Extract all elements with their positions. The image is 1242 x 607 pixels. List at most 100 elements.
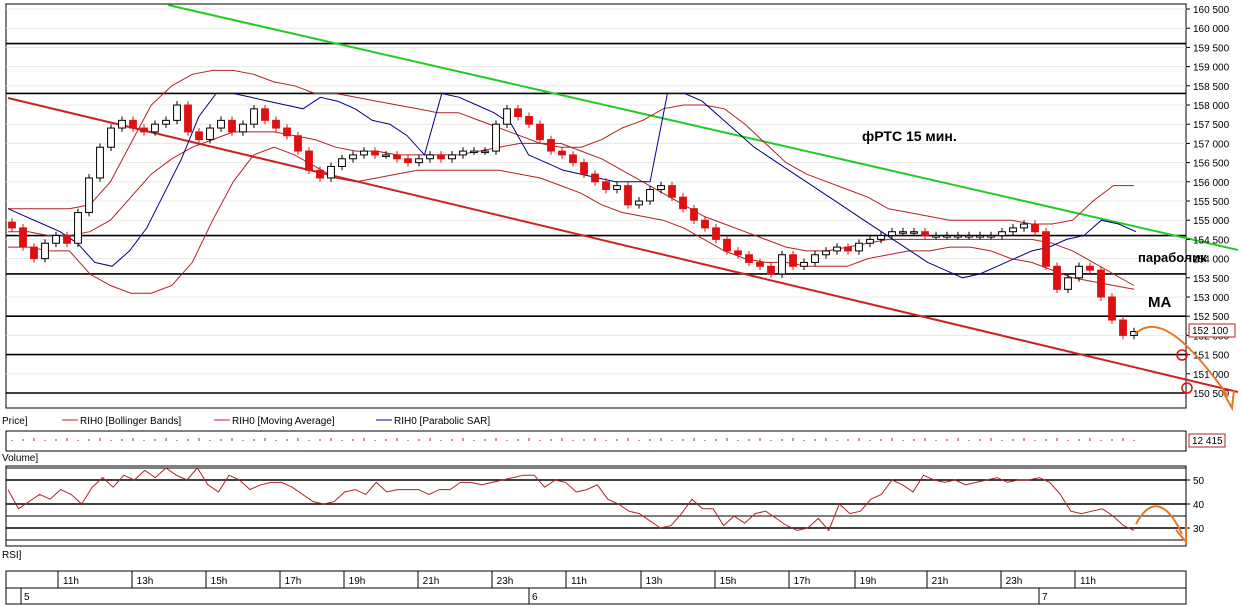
- parabolic-sar-polyline: [7, 92, 1137, 279]
- candle: [723, 235, 731, 255]
- candle: [250, 105, 258, 129]
- red-trendline: [7, 97, 1239, 393]
- rsi-axis-ticks: 50 40 30: [1186, 476, 1205, 535]
- rsi-panel-label: RSI]: [2, 550, 22, 561]
- candle: [569, 151, 577, 167]
- candle: [162, 116, 170, 129]
- price-tick-label: 156 500: [1193, 159, 1230, 170]
- candle-body: [877, 235, 885, 240]
- price-tick-label: 153 500: [1193, 274, 1230, 285]
- time-tick-label: 19h: [349, 576, 366, 587]
- candle: [173, 101, 181, 125]
- volume-last-value: 12 415: [1192, 436, 1223, 447]
- candle-body: [910, 231, 918, 234]
- candle-body: [437, 154, 445, 160]
- candle: [503, 105, 511, 129]
- candle: [822, 247, 830, 259]
- candle-body: [228, 119, 236, 133]
- candle-body: [107, 127, 115, 148]
- time-tick-label: 21h: [932, 576, 949, 587]
- candle-body: [844, 246, 852, 252]
- legend-ma: RIH0 [Moving Average]: [232, 416, 335, 427]
- price-tick-label: 156 000: [1193, 178, 1230, 189]
- candle: [1108, 293, 1116, 324]
- candle: [470, 147, 478, 155]
- candle: [646, 185, 654, 205]
- candle-body: [525, 116, 533, 125]
- candle-body: [129, 119, 137, 129]
- candle: [63, 231, 71, 248]
- candle-body: [580, 162, 588, 175]
- candle: [30, 243, 38, 263]
- candle-body: [569, 154, 577, 164]
- day-label: 5: [24, 592, 30, 603]
- candle: [690, 204, 698, 225]
- candle-body: [1064, 277, 1072, 290]
- candle: [987, 231, 995, 240]
- rsi-tick-label: 30: [1193, 524, 1205, 535]
- candle: [1064, 273, 1072, 294]
- candle: [657, 181, 665, 194]
- candle: [448, 151, 456, 163]
- candle-body: [536, 123, 544, 141]
- candle-body: [1075, 265, 1083, 279]
- candle: [19, 224, 27, 251]
- candle: [52, 231, 60, 248]
- candle: [349, 151, 357, 163]
- candle-body: [305, 150, 313, 171]
- candle-body: [965, 235, 973, 238]
- candle: [393, 151, 401, 163]
- candle-body: [492, 123, 500, 152]
- candle: [624, 181, 632, 209]
- candle: [459, 147, 467, 159]
- candle-body: [811, 254, 819, 263]
- forecast-arrow-price: [1134, 325, 1229, 397]
- candle: [239, 120, 247, 136]
- candle: [591, 170, 599, 186]
- candle-body: [316, 169, 324, 179]
- price-tick-label: 151 500: [1193, 351, 1230, 362]
- candle-body: [1086, 265, 1094, 271]
- candle-body: [272, 119, 280, 129]
- rsi-tick-label: 50: [1193, 476, 1205, 487]
- price-tick-label: 157 500: [1193, 120, 1230, 131]
- price-panel-label: Price]: [2, 416, 28, 427]
- candle: [129, 116, 137, 132]
- candle-body: [30, 246, 38, 260]
- candle-body: [1097, 269, 1105, 298]
- price-tick-label: 152 500: [1193, 312, 1230, 323]
- candle-body: [41, 242, 49, 260]
- candle: [602, 177, 610, 194]
- candle-body: [591, 173, 599, 183]
- green-trendline: [167, 4, 1239, 251]
- candle-body: [426, 154, 434, 160]
- candle-body: [195, 131, 203, 141]
- price-tick-label: 160 500: [1193, 5, 1230, 16]
- candle: [426, 151, 434, 163]
- forecast-arrowhead-rsi: [1175, 526, 1187, 545]
- candle-body: [393, 154, 401, 160]
- candle-body: [283, 127, 291, 137]
- day-label: 6: [532, 592, 538, 603]
- rsi-polyline: [7, 467, 1135, 532]
- candle: [844, 243, 852, 255]
- candle: [305, 147, 313, 175]
- candle-body: [184, 104, 192, 133]
- time-tick-label: 13h: [137, 576, 154, 587]
- candle: [921, 227, 929, 240]
- candle-body: [921, 231, 929, 237]
- candle-body: [943, 235, 951, 238]
- candle-body: [1108, 296, 1116, 321]
- price-tick-label: 159 000: [1193, 63, 1230, 74]
- candle-body: [998, 231, 1006, 237]
- legend-sar: RIH0 [Parabolic SAR]: [394, 416, 490, 427]
- candle: [404, 154, 412, 167]
- candle: [228, 116, 236, 136]
- price-tick-label: 154 500: [1193, 235, 1230, 246]
- price-tick-label: 154 000: [1193, 255, 1230, 266]
- candle: [206, 124, 214, 144]
- candle-body: [602, 181, 610, 190]
- candle: [492, 120, 500, 155]
- candle: [712, 224, 720, 244]
- candle-body: [294, 135, 302, 152]
